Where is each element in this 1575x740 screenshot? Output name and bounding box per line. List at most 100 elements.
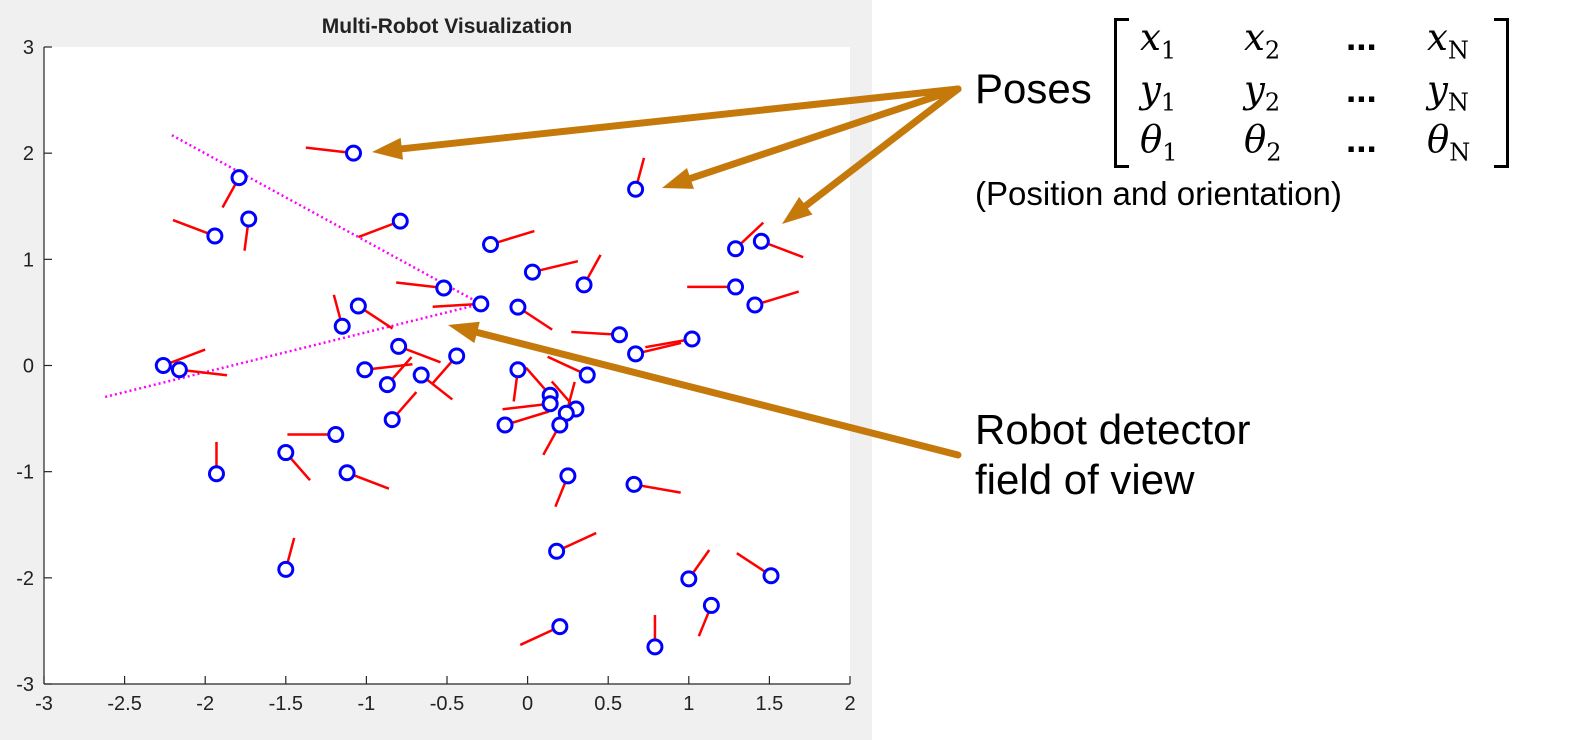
arrow-to-robot-2 [662, 85, 962, 189]
robot-marker-29 [627, 345, 645, 363]
robot-marker-46 [680, 570, 698, 588]
y-tick-label: 3 [23, 37, 34, 59]
robot-marker-1 [345, 144, 363, 162]
robot-marker-30 [683, 330, 701, 348]
robot-marker-16 [154, 357, 172, 374]
matrix-symbol: y [1140, 68, 1161, 111]
robot-marker-11 [356, 361, 374, 379]
matrix-ellipsis-text: ... [1346, 69, 1377, 110]
matrix-ellipsis: ... [1346, 70, 1377, 110]
matrix-subscript: N [1447, 36, 1469, 65]
poses-label: Poses [975, 65, 1092, 112]
y-tick-label: 0 [23, 356, 34, 378]
pose-matrix: x1 x2... xN y1 y2... yN θ1 θ2... θN [1114, 14, 1509, 168]
x-tick-label: -1 [358, 693, 376, 715]
robot-marker-36 [578, 366, 596, 384]
y-tick-label: -3 [16, 674, 34, 696]
robot-markers [154, 144, 780, 656]
robot-marker-10 [390, 337, 408, 355]
matrix-symbol: θ [1140, 118, 1163, 161]
robot-marker-24 [523, 263, 541, 281]
matrix-symbol: x [1244, 16, 1265, 59]
x-tick-label: 0 [522, 693, 533, 715]
robot-marker-20 [327, 426, 345, 444]
robot-marker-12 [378, 376, 396, 394]
matrix-entry: yN [1427, 70, 1469, 122]
matrix-ellipsis-text: ... [1346, 17, 1377, 58]
x-tick-label: -3 [35, 693, 53, 715]
robot-marker-6 [435, 279, 453, 297]
robot-marker-21 [338, 464, 356, 482]
matrix-entry: θ1 [1140, 120, 1178, 172]
matrix-entry: y2 [1244, 70, 1280, 122]
matrix-entry: x1 [1140, 18, 1176, 70]
robot-marker-45 [548, 542, 566, 560]
matrix-subscript: 1 [1160, 36, 1177, 65]
robot-marker-23 [482, 235, 500, 253]
robot-marker-8 [349, 297, 367, 315]
annotation-arrows [372, 85, 962, 459]
robot-marker-47 [762, 567, 780, 585]
y-tick-label: -2 [16, 568, 34, 590]
robot-marker-33 [727, 278, 745, 296]
matrix-symbol: θ [1427, 118, 1450, 161]
matrix-left-bracket [1114, 18, 1129, 168]
detector-label-line1: Robot detector [975, 406, 1251, 453]
matrix-symbol: x [1427, 16, 1448, 59]
robot-marker-25 [575, 276, 593, 294]
robot-marker-28 [610, 326, 628, 344]
matrix-subscript: 2 [1266, 138, 1282, 167]
matrix-subscript: N [1447, 88, 1469, 117]
x-tick-label: -2 [196, 693, 214, 715]
matrix-ellipsis: ... [1346, 18, 1377, 58]
matrix-entry: y1 [1140, 70, 1176, 122]
detector-fov-label: Robot detector field of view [975, 405, 1251, 505]
x-tick-label: 2 [844, 693, 855, 715]
robot-marker-26 [627, 180, 645, 198]
robot-marker-34 [746, 296, 764, 314]
matrix-entry: xN [1427, 18, 1469, 70]
matrix-subscript: 2 [1264, 88, 1281, 117]
matrix-entry: θ2 [1244, 120, 1282, 172]
y-tick-label: -1 [16, 462, 34, 484]
robot-marker-38 [541, 395, 559, 413]
robot-marker-17 [170, 361, 188, 379]
robot-marker-5 [391, 212, 409, 230]
x-tick-label: 1 [683, 693, 694, 715]
robot-marker-49 [551, 618, 569, 636]
matrix-symbol: x [1140, 16, 1161, 59]
matrix-subscript: 1 [1162, 138, 1178, 167]
matrix-subscript: N [1449, 138, 1471, 167]
robot-marker-43 [559, 467, 577, 485]
robot-marker-32 [752, 232, 770, 250]
matrix-subscript: 1 [1160, 88, 1177, 117]
detector-label-line2: field of view [975, 456, 1195, 503]
matrix-ellipsis: ... [1346, 120, 1377, 160]
robot-marker-42 [551, 416, 569, 434]
fov-line-1 [169, 132, 482, 306]
chart-title: Multi-Robot Visualization [322, 15, 572, 38]
poses-caption: (Position and orientation) [975, 175, 1342, 212]
x-tick-label: -2.5 [107, 693, 141, 715]
robot-marker-48 [702, 596, 720, 614]
robot-marker-3 [240, 210, 258, 228]
x-tick-label: 0.5 [594, 693, 622, 715]
matrix-ellipsis-text: ... [1346, 119, 1377, 160]
robot-marker-4 [206, 227, 224, 245]
robot-marker-50 [646, 638, 664, 656]
robot-marker-9 [333, 317, 351, 335]
robot-marker-13 [412, 366, 430, 384]
matrix-entry: θN [1427, 120, 1470, 172]
axes: -3 -2.5 -2 -1.5 -1 -0.5 0 0.5 1 1.5 2 -3 -2 -1 0 1 2 3 [16, 37, 855, 715]
robot-marker-7 [472, 295, 490, 313]
robot-marker-2 [230, 169, 248, 187]
robot-marker-44 [625, 475, 643, 493]
matrix-symbol: y [1427, 68, 1448, 111]
arrow-to-robot-3 [782, 85, 962, 224]
robot-marker-35 [509, 361, 527, 379]
y-tick-label: 2 [23, 143, 34, 165]
x-tick-label: -0.5 [430, 693, 464, 715]
robot-marker-14 [448, 347, 466, 365]
robot-marker-18 [207, 465, 225, 483]
arrow-to-robot-1 [372, 85, 962, 160]
